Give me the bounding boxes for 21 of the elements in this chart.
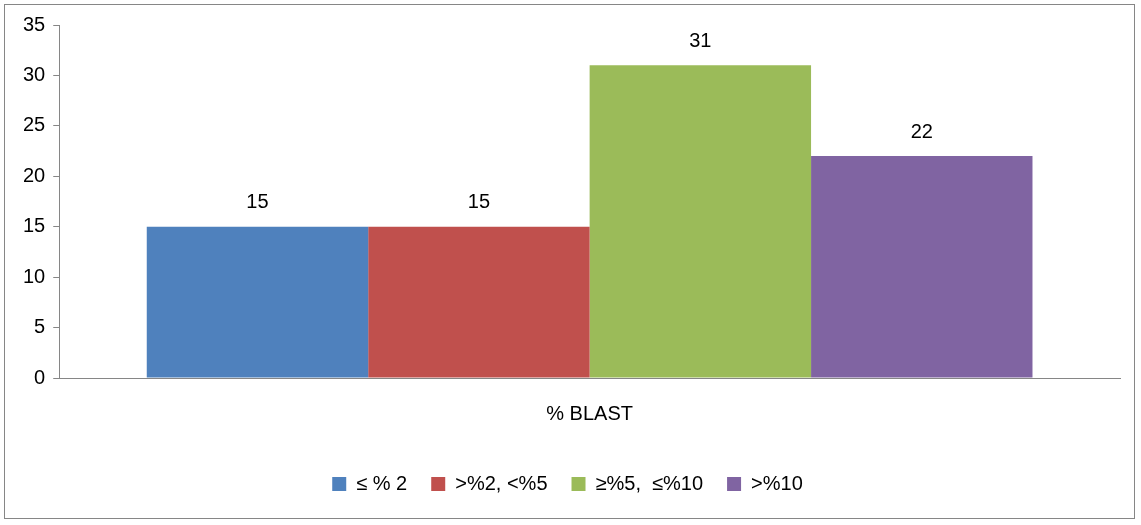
y-tick-label: 25 (23, 113, 46, 136)
legend-label: ≤ % 2 (356, 471, 408, 494)
y-tick-label: 15 (23, 214, 46, 237)
y-tick-label: 5 (34, 315, 46, 338)
bar (589, 65, 812, 378)
x-tick-label: % BLAST (546, 401, 633, 424)
bar (146, 226, 369, 378)
data-label: 31 (689, 28, 712, 51)
y-tick-label: 30 (23, 62, 46, 85)
legend-label: ≥%5, ≤%10 (595, 471, 704, 494)
data-label: 22 (910, 119, 933, 142)
data-label: 15 (246, 190, 269, 213)
legend-label: >%2, <%5 (455, 471, 548, 494)
bar (811, 156, 1033, 378)
data-label: 15 (467, 190, 491, 213)
y-tick-label: 20 (23, 163, 46, 186)
bar (368, 226, 590, 378)
y-tick-label: 0 (34, 365, 46, 388)
legend-label: >%10 (751, 471, 803, 494)
y-tick-label: 35 (23, 12, 46, 35)
y-tick-label: 10 (23, 264, 46, 287)
